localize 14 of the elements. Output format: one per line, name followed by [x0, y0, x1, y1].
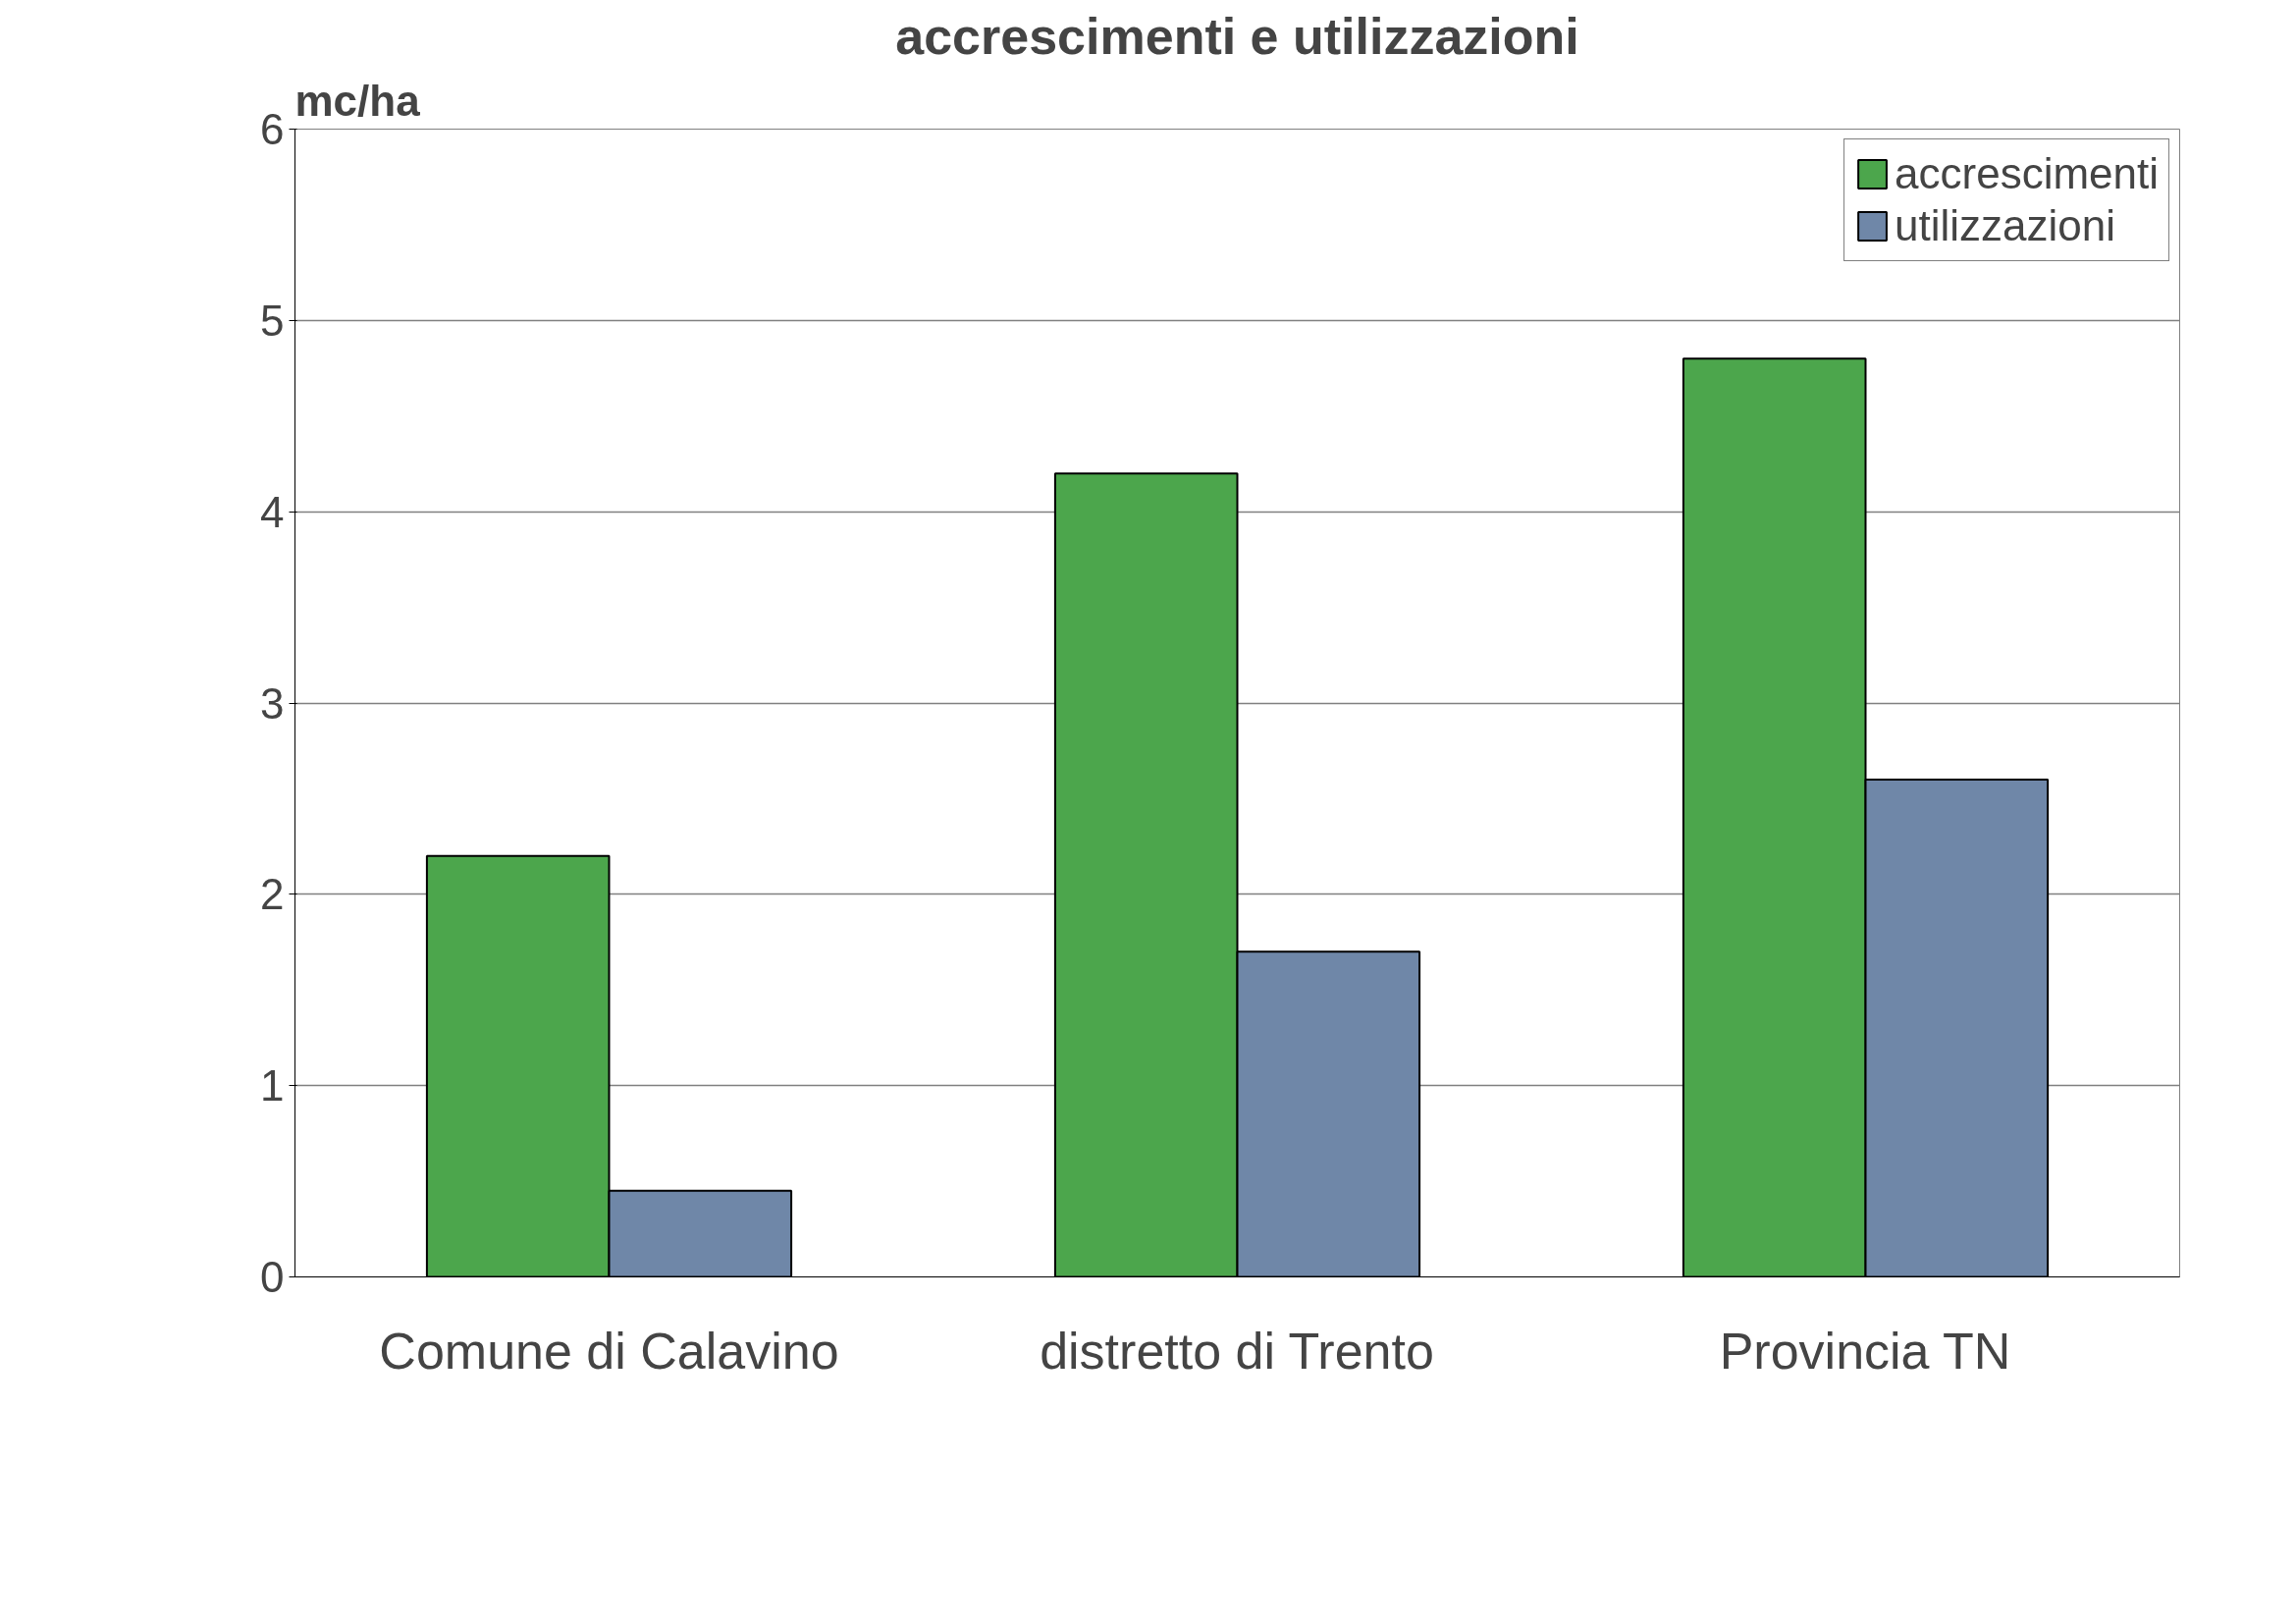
y-tick-label: 0	[260, 1253, 285, 1301]
chart-title: accrescimenti e utilizzazioni	[895, 7, 1579, 65]
y-tick-label: 3	[260, 678, 285, 728]
y-tick-label: 6	[260, 105, 285, 153]
y-tick-label: 5	[260, 296, 285, 345]
x-tick-label: Comune di Calavino	[379, 1322, 839, 1380]
y-tick-label: 2	[260, 870, 285, 919]
legend-label: accrescimenti	[1895, 149, 2159, 198]
y-tick-label: 1	[260, 1061, 285, 1110]
y-tick-label: 4	[260, 487, 285, 536]
x-tick-label: distretto di Trento	[1040, 1322, 1434, 1380]
legend-label: utilizzazioni	[1895, 201, 2116, 250]
x-tick-label: Provincia TN	[1719, 1322, 2011, 1380]
y-axis-title: mc/ha	[294, 76, 421, 125]
